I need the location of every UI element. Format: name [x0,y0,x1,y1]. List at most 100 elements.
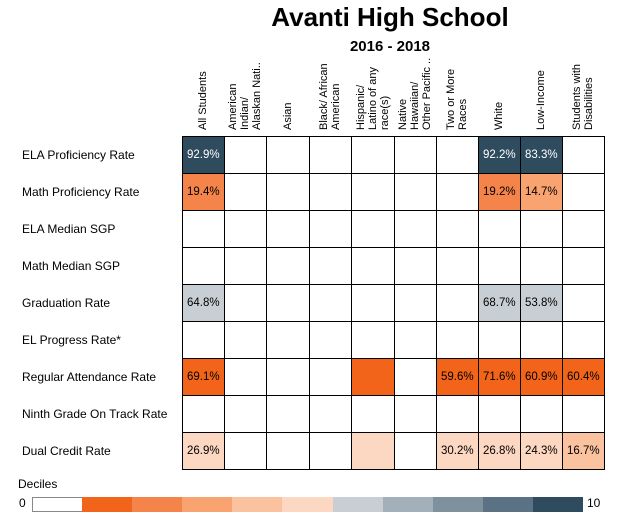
heatmap-cell [224,321,267,359]
row-header: Math Proficiency Rate [22,184,140,199]
heatmap-cell: 92.9% [182,136,225,174]
heatmap-cell [478,395,521,433]
heatmap-cell [224,284,267,322]
heatmap-cell [351,321,395,359]
heatmap-cell [266,321,310,359]
legend-swatch [82,497,133,512]
heatmap-cell [394,321,437,359]
heatmap-cell: 26.8% [478,432,521,470]
row-header: ELA Median SGP [22,221,116,236]
heatmap-cell: 59.6% [436,358,479,396]
heatmap-cell [309,210,352,248]
heatmap-cell [266,358,310,396]
column-header-label: White [493,101,505,130]
heatmap-cell [562,173,605,211]
column-header: Low-Income [520,60,562,132]
heatmap-cell [436,395,479,433]
heatmap-cell [394,432,437,470]
heatmap-cell [224,358,267,396]
heatmap-cell [351,136,395,174]
heatmap-cell [224,247,267,285]
heatmap-cell [351,432,395,470]
heatmap-cell [224,395,267,433]
heatmap-cell: 24.3% [520,432,563,470]
heatmap-cell: 60.9% [520,358,563,396]
heatmap-cell [436,210,479,248]
heatmap-cell [266,210,310,248]
legend-swatch [382,497,434,512]
heatmap-cell [394,173,437,211]
heatmap-cell [309,173,352,211]
legend-title: Deciles [18,477,58,491]
legend-swatch [332,497,384,512]
heatmap-cell: 71.6% [478,358,521,396]
heatmap-cell [562,284,605,322]
heatmap-cell: 53.8% [520,284,563,322]
heatmap-cell [309,395,352,433]
heatmap-cell [351,247,395,285]
legend-swatch [282,497,334,512]
column-header-label: Students with Disabilities [571,63,595,130]
row-header: Dual Credit Rate [22,443,111,458]
heatmap-cell [351,284,395,322]
heatmap-cell [436,173,479,211]
column-header-label: Two or More Races [445,68,469,130]
column-header-label: American Indian/ Alaskan Nati.. [227,62,263,130]
heatmap-cell [562,321,605,359]
column-header-label: Low-Income [535,70,547,130]
heatmap-cell: 92.2% [478,136,521,174]
heatmap-cell [436,321,479,359]
heatmap-cell: 68.7% [478,284,521,322]
row-header: EL Progress Rate* [22,332,121,347]
heatmap-cell [478,247,521,285]
legend-max-label: 10 [587,496,601,510]
column-header: White [478,60,520,132]
heatmap-cell [224,173,267,211]
heatmap-cell [394,395,437,433]
heatmap-cell [224,136,267,174]
heatmap-cell [309,136,352,174]
heatmap-cell [520,395,563,433]
heatmap-cell [478,321,521,359]
column-header: Hispanic/ Latino of any race(s) [351,60,394,132]
heatmap-cell [266,173,310,211]
heatmap-cell: 30.2% [436,432,479,470]
heatmap-cell [436,136,479,174]
column-header: Asian [266,60,309,132]
heatmap-cell [224,432,267,470]
heatmap-cell [478,210,521,248]
heatmap-cell [351,173,395,211]
column-header: Two or More Races [436,60,478,132]
column-header-label: Hispanic/ Latino of any race(s) [354,67,391,130]
legend-swatch [432,497,484,512]
column-header: Students with Disabilities [562,60,604,132]
heatmap-cell [182,247,225,285]
column-header-label: Native Hawaiian/ Other Pacific .. [397,57,433,130]
legend-swatch [532,497,584,512]
heatmap-cell: 60.4% [562,358,605,396]
row-header: Regular Attendance Rate [22,369,157,384]
heatmap-cell [351,395,395,433]
heatmap-cell [266,136,310,174]
heatmap-cell [182,395,225,433]
heatmap-cell [562,395,605,433]
heatmap-cell [394,284,437,322]
heatmap-cell [562,247,605,285]
column-header-label: All Students [197,71,209,130]
row-header: Math Median SGP [22,258,121,273]
column-header: Black/ African American [309,60,351,132]
heatmap-cell: 26.9% [182,432,225,470]
row-header: ELA Proficiency Rate [22,147,135,162]
heatmap-cell [520,247,563,285]
heatmap-cell [309,247,352,285]
column-header: American Indian/ Alaskan Nati.. [224,60,266,132]
heatmap-cell [309,321,352,359]
column-header: All Students [182,60,224,132]
heatmap-cell: 83.3% [520,136,563,174]
chart-title: Avanti High School [271,2,509,32]
heatmap-cell [309,358,352,396]
heatmap-cell [266,284,310,322]
heatmap-cell [266,395,310,433]
column-header-label: Asian [281,102,294,130]
column-header: Native Hawaiian/ Other Pacific .. [394,58,436,132]
